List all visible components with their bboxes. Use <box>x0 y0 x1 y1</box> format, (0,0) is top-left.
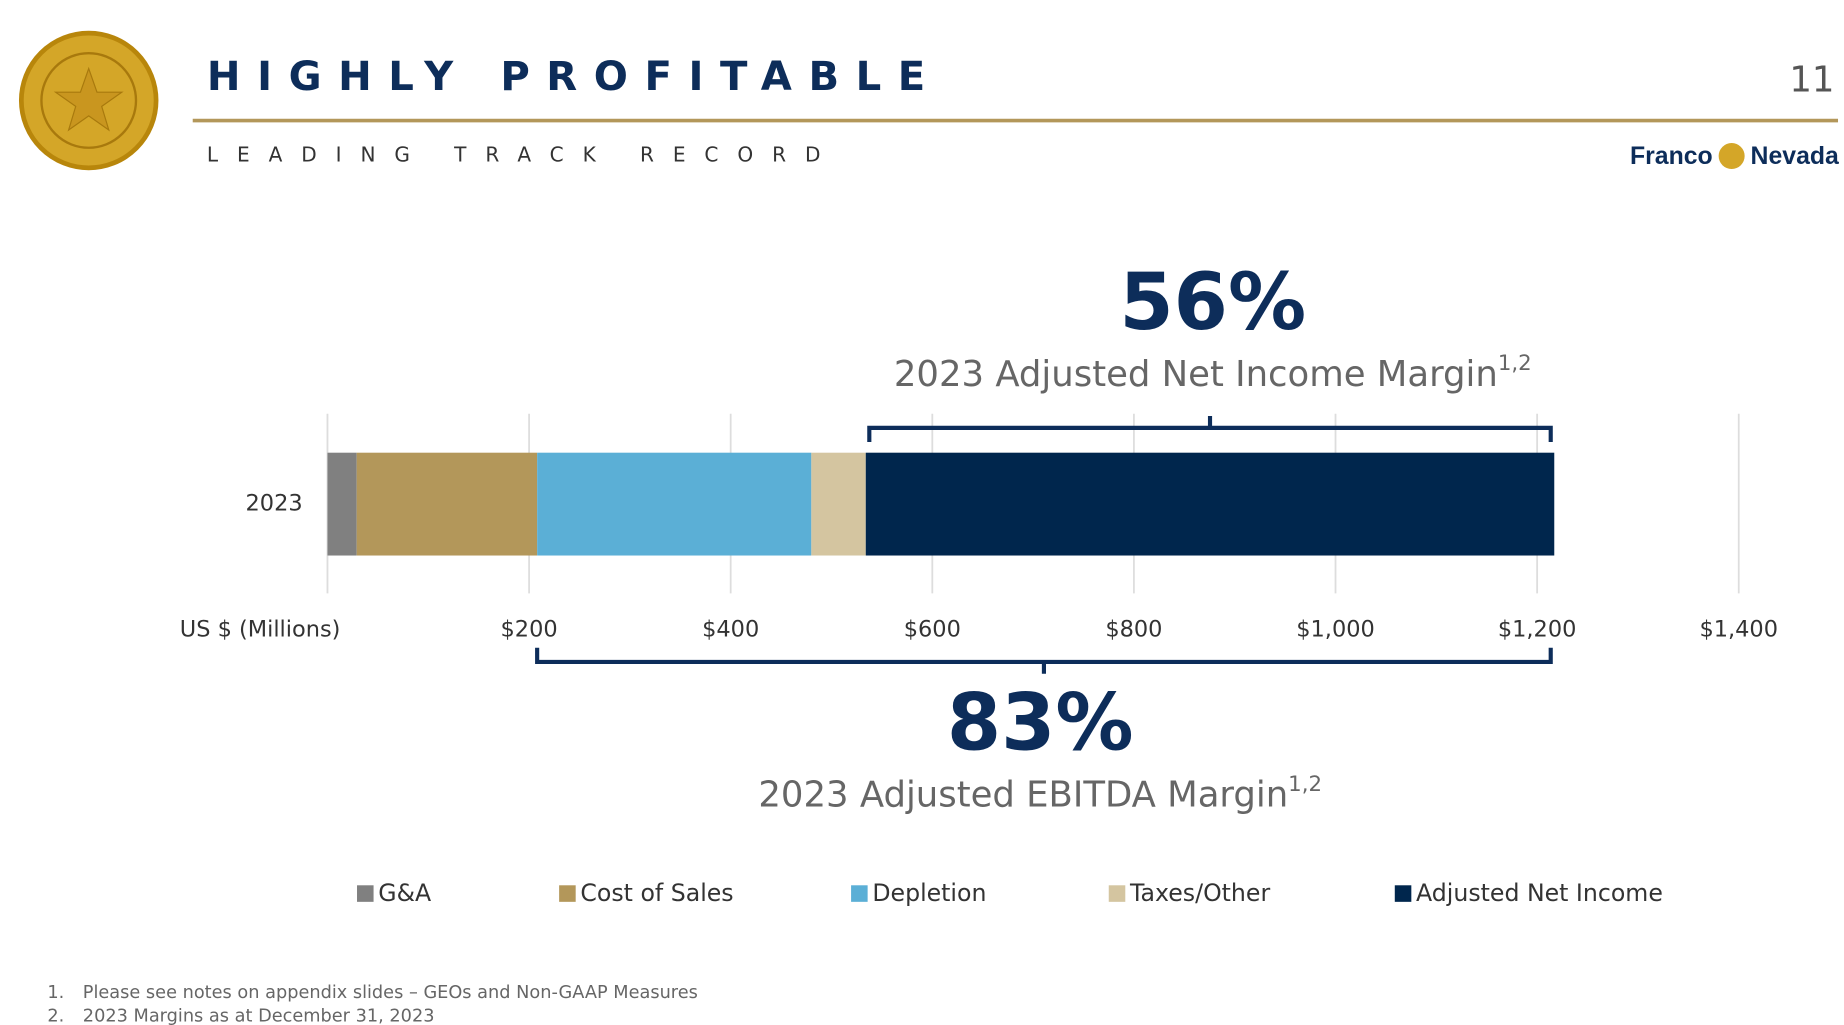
bar-segment <box>811 452 866 556</box>
legend-swatch <box>357 885 374 902</box>
x-tick-label: $400 <box>702 616 759 642</box>
annotation-label: 2023 Adjusted Net Income Margin1,2 <box>894 351 1532 395</box>
x-tick-label: $1,000 <box>1296 616 1375 642</box>
legend-label: Depletion <box>872 879 986 907</box>
x-tick-label: $200 <box>501 616 558 642</box>
axis-title: US $ (Millions) <box>180 616 341 642</box>
coin-star <box>53 66 124 132</box>
x-tick-label: $1,200 <box>1498 616 1577 642</box>
y-tick-label: 2023 <box>246 491 303 517</box>
legend-label: Adjusted Net Income <box>1416 879 1663 907</box>
legend-swatch <box>851 885 868 902</box>
bracket-bottom <box>535 647 1553 674</box>
legend-swatch <box>1108 885 1126 902</box>
bracket-top <box>867 416 1553 443</box>
annotation-value: 56% <box>1119 258 1306 348</box>
legend-label: Taxes/Other <box>1129 879 1270 907</box>
bar-segment <box>865 452 1555 556</box>
coin-ring <box>40 52 138 149</box>
logo-text: Franco <box>1630 143 1713 170</box>
legend-label: Cost of Sales <box>580 879 733 907</box>
annotation-superscript: 1,2 <box>1498 351 1532 376</box>
title: HIGHLY PROFITABLE <box>207 54 942 100</box>
logo-text: Nevada <box>1751 143 1839 170</box>
bar-segment <box>537 452 812 556</box>
legend-swatch <box>1394 885 1412 902</box>
footnote-text: Please see notes on appendix slides – GE… <box>83 983 698 1003</box>
annotation-text: 2023 Adjusted EBITDA Margin <box>758 775 1288 816</box>
annotation-label: 2023 Adjusted EBITDA Margin1,2 <box>758 772 1322 816</box>
footnote-text: 2023 Margins as at December 31, 2023 <box>83 1006 435 1025</box>
legend-label: G&A <box>378 879 431 907</box>
x-tick-label: $600 <box>904 616 961 642</box>
page-number: 11 <box>1789 60 1834 101</box>
footnote-number: 1. <box>47 983 64 1003</box>
subtitle: LEADING TRACK RECORD <box>207 143 839 167</box>
footnotes: 1. Please see notes on appendix slides – … <box>47 983 697 1025</box>
logo-coin <box>1718 143 1745 170</box>
annotation-text: 2023 Adjusted Net Income Margin <box>894 354 1498 395</box>
x-tick-label: $800 <box>1105 616 1162 642</box>
annotation-superscript: 1,2 <box>1288 772 1322 797</box>
x-tick-label: $1,400 <box>1699 616 1778 642</box>
bar-segment <box>356 452 538 556</box>
bar-segment <box>327 452 357 556</box>
footnote-number: 2. <box>47 1006 64 1025</box>
annotation-value: 83% <box>947 679 1134 769</box>
legend-swatch <box>559 885 576 902</box>
